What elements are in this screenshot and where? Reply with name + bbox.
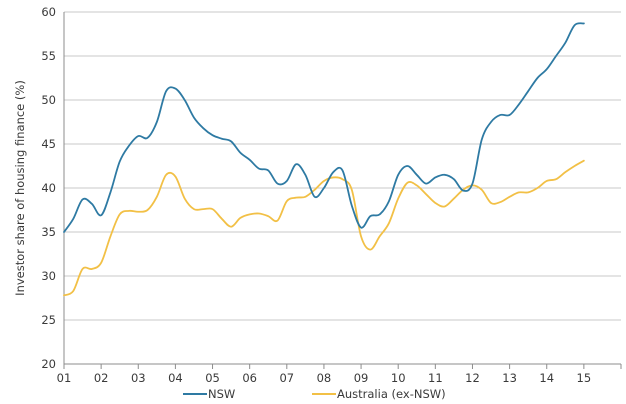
x-tick-label: 12 <box>465 371 480 385</box>
x-tick-label: 06 <box>242 371 257 385</box>
y-tick-label: 55 <box>41 49 56 63</box>
y-tick-label: 35 <box>41 225 56 239</box>
legend-label: Australia (ex-NSW) <box>337 387 446 401</box>
x-tick-label: 10 <box>391 371 406 385</box>
y-tick-labels: 20 25 30 35 40 45 50 55 60 <box>41 5 56 371</box>
y-axis-label: Investor share of housing finance (%) <box>13 80 27 296</box>
y-tick-label: 40 <box>41 181 56 195</box>
x-tick-label: 13 <box>502 371 517 385</box>
x-tick-label: 11 <box>428 371 443 385</box>
y-tick-label: 20 <box>41 357 56 371</box>
x-tick-label: 07 <box>279 371 294 385</box>
axes <box>63 12 621 365</box>
x-tick-label: 03 <box>131 371 146 385</box>
x-tick-label: 09 <box>354 371 369 385</box>
x-tick-label: 05 <box>205 371 220 385</box>
gridlines <box>64 11 621 321</box>
legend: NSW Australia (ex-NSW) <box>183 387 446 401</box>
y-tick-label: 60 <box>41 5 56 19</box>
x-tick-label: 04 <box>168 371 183 385</box>
series-line-nsw <box>63 22 585 233</box>
y-tick-label: 30 <box>41 269 56 283</box>
y-tick-label: 25 <box>41 313 56 327</box>
x-tick-labels: 01 02 03 04 05 06 07 08 09 10 11 12 13 14 15 <box>57 364 622 385</box>
x-tick-label: 14 <box>539 371 554 385</box>
y-tick-label: 50 <box>41 93 56 107</box>
x-tick-label: 02 <box>94 371 109 385</box>
x-tick-label: 01 <box>57 371 72 385</box>
x-tick-label: 08 <box>317 371 332 385</box>
x-tick-label: 15 <box>577 371 592 385</box>
legend-label: NSW <box>208 387 235 401</box>
series-lines <box>63 22 585 297</box>
series-line-australia-ex-nsw <box>63 159 585 297</box>
y-tick-label: 45 <box>41 137 56 151</box>
